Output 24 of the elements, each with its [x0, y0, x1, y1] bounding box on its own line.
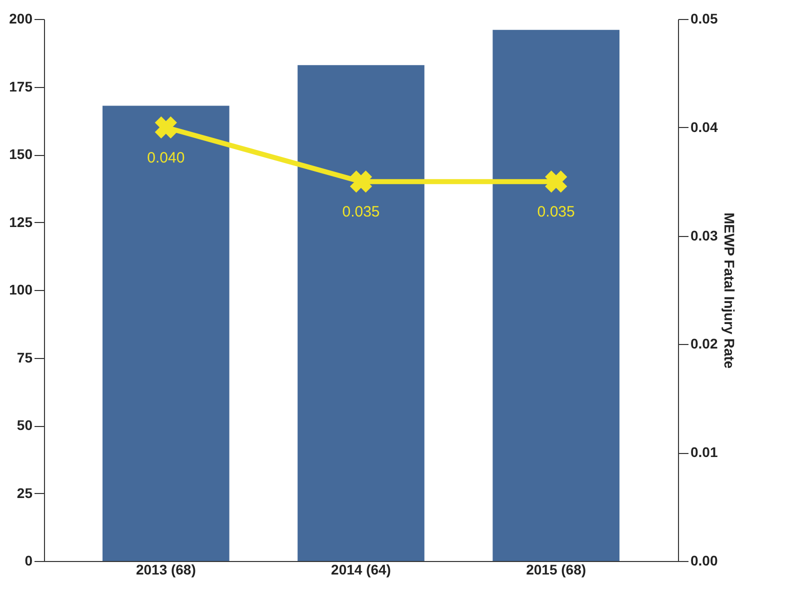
bar: [102, 106, 230, 561]
y-tick-label: 75: [16, 349, 33, 366]
y-tick-label: 100: [9, 282, 33, 298]
y2-tick-label: 0.05: [690, 10, 718, 26]
y2-tick-label: 0.03: [690, 227, 718, 244]
x-tick-label: 2013 (68): [136, 562, 196, 578]
data-label: 0.035: [342, 204, 380, 221]
y2-tick-label: 0.02: [690, 336, 718, 352]
x-tick-label: 2014 (64): [331, 562, 391, 578]
y2-tick-label: 0.00: [690, 552, 718, 568]
y-tick-label: 25: [16, 484, 33, 501]
y-tick-label: 50: [16, 417, 33, 433]
y-tick-label: 175: [9, 78, 33, 94]
y2-tick-label: 0.04: [690, 118, 718, 135]
data-label: 0.035: [537, 204, 575, 221]
y-tick-label: 0: [24, 552, 33, 568]
y2-tick-label: 0.01: [690, 444, 718, 460]
bar: [492, 30, 620, 561]
data-label: 0.040: [147, 149, 185, 166]
y-tick-label: 200: [9, 10, 33, 26]
y-tick-label: 125: [9, 214, 33, 230]
x-tick-label: 2015 (68): [526, 562, 586, 578]
y2-axis-title: MEWP Fatal Injury Rate: [722, 212, 738, 369]
y-tick-label: 150: [9, 146, 33, 162]
